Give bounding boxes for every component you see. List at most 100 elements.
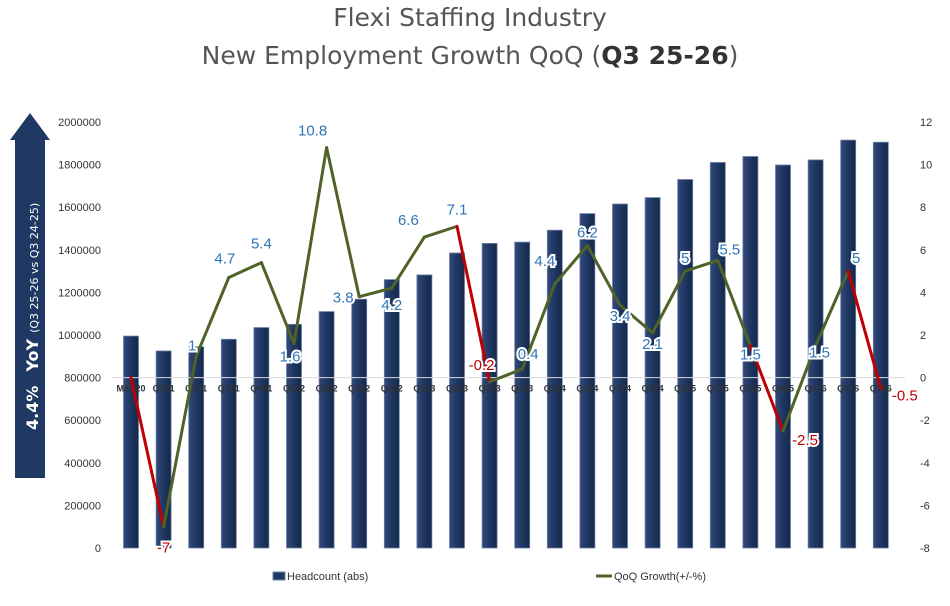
left-tick-label: 800000 (64, 373, 101, 385)
growth-line-segment (748, 344, 785, 433)
left-tick-label: 1200000 (58, 287, 101, 299)
headcount-bar (253, 327, 270, 549)
growth-line-segment (651, 269, 687, 335)
growth-data-label: 7.1 (447, 201, 468, 218)
growth-line-segment (194, 275, 231, 358)
title-line-2-suffix: ) (729, 41, 739, 70)
left-tick-label: 200000 (64, 500, 101, 512)
category-label: Q423 (511, 384, 533, 394)
growth-line-segment (390, 235, 426, 290)
growth-data-label: -7 (157, 540, 170, 557)
yoy-callout: 4.4% YoY (Q3 25-26 vs Q3 24-25) (10, 113, 50, 478)
category-label: Q124 (544, 384, 566, 394)
left-tick-label: 600000 (64, 415, 101, 427)
headcount-bar (709, 162, 726, 549)
legend-headcount: Headcount (abs) (287, 571, 368, 583)
right-tick-label: 8 (920, 202, 926, 214)
right-tick-label: -2 (920, 415, 930, 427)
headcount-bar (416, 274, 433, 549)
category-label: Q223 (446, 384, 468, 394)
category-label: Q421 (250, 384, 272, 394)
left-tick-label: 400000 (64, 458, 101, 470)
category-label: Q321 (218, 384, 240, 394)
yoy-value: 4.4% (23, 386, 42, 430)
growth-line-segment (553, 244, 589, 286)
growth-data-label: -2.5 (792, 432, 818, 449)
growth-data-label: 3.8 (333, 290, 354, 307)
growth-data-label: 5 (852, 250, 860, 267)
growth-data-label: 5.4 (251, 236, 272, 253)
title-line-1: Flexi Staffing Industry (333, 3, 607, 32)
headcount-bar (220, 338, 237, 549)
category-label: Q122 (283, 384, 305, 394)
growth-data-label: 1.6 (280, 349, 301, 366)
category-label: Q123 (413, 384, 435, 394)
headcount-bar (286, 323, 302, 549)
headcount-bar (807, 159, 824, 549)
growth-line-segment (455, 224, 492, 384)
growth-data-label: 5 (681, 250, 689, 267)
headcount-bar (351, 298, 368, 549)
headcount-bar (677, 179, 694, 549)
growth-data-label: 1.5 (809, 345, 830, 362)
left-tick-label: 1600000 (58, 202, 101, 214)
right-tick-label: 2 (920, 330, 926, 342)
title-line-2-bold: Q3 25-26 (601, 41, 728, 70)
headcount-bar (546, 229, 563, 549)
category-label: Q424 (642, 384, 664, 394)
growth-line-segment (259, 261, 296, 346)
category-label: Q323 (479, 384, 501, 394)
growth-data-label: 3.4 (610, 308, 631, 325)
headcount-bar (481, 243, 498, 549)
right-tick-label: 12 (920, 117, 932, 129)
title-line-2: New Employment Growth QoQ (Q3 25-26) (202, 41, 739, 70)
category-label: Q225 (707, 384, 729, 394)
growth-line-segment (781, 344, 818, 433)
right-tick-label: -4 (920, 458, 930, 470)
growth-line-segment (520, 282, 557, 371)
legend-bar-swatch (272, 571, 286, 581)
category-label: Q222 (316, 384, 338, 394)
headcount-bar (449, 252, 465, 549)
growth-line-segment (585, 244, 622, 307)
right-tick-label: -6 (920, 500, 930, 512)
right-tick-label: 0 (920, 373, 926, 385)
right-tick-label: -8 (920, 543, 930, 555)
yoy-label: YoY (23, 339, 42, 373)
headcount-bar (644, 197, 661, 549)
growth-data-label: 0.4 (518, 346, 539, 363)
headcount-bar (155, 350, 172, 549)
growth-data-label: 1 (188, 337, 196, 354)
growth-line-segment (325, 146, 361, 299)
left-tick-label: 0 (95, 543, 101, 555)
headcount-bar (123, 335, 139, 549)
headcount-bar (775, 164, 791, 549)
headcount-bar (318, 311, 335, 549)
category-label: Q324 (609, 384, 631, 394)
category-label: Q226 (837, 384, 859, 394)
legend: Headcount (abs) QoQ Growth(+/-%) (272, 571, 706, 583)
right-tick-label: 6 (920, 245, 926, 257)
legend-growth: QoQ Growth(+/-%) (614, 571, 706, 583)
growth-line-segment (488, 367, 524, 384)
right-tick-label: 4 (920, 287, 926, 299)
growth-line-segment (814, 269, 850, 348)
category-label: Q125 (674, 384, 696, 394)
growth-line-segment (846, 269, 883, 390)
title-line-2-prefix: New Employment Growth QoQ ( (202, 41, 602, 70)
growth-data-label: 6.6 (398, 212, 419, 229)
yoy-period: (Q3 25-26 vs Q3 24-25) (28, 203, 41, 333)
chart-title: Flexi Staffing Industry New Employment G… (202, 3, 739, 70)
headcount-bar (840, 139, 857, 549)
growth-line-segment (357, 286, 394, 299)
left-tick-label: 1400000 (58, 245, 101, 257)
yoy-arrow (10, 113, 50, 478)
growth-data-label: 4.4 (534, 253, 555, 270)
growth-line-segment (618, 303, 655, 335)
category-label: Q221 (185, 384, 207, 394)
category-label: Q325 (739, 384, 761, 394)
category-label: Q121 (153, 384, 175, 394)
growth-line-segment (716, 258, 752, 348)
category-labels: Mar-20 Q121 Q221 Q321 Q421 Q122 Q222 Q322 Q422 Q1… (116, 384, 891, 394)
